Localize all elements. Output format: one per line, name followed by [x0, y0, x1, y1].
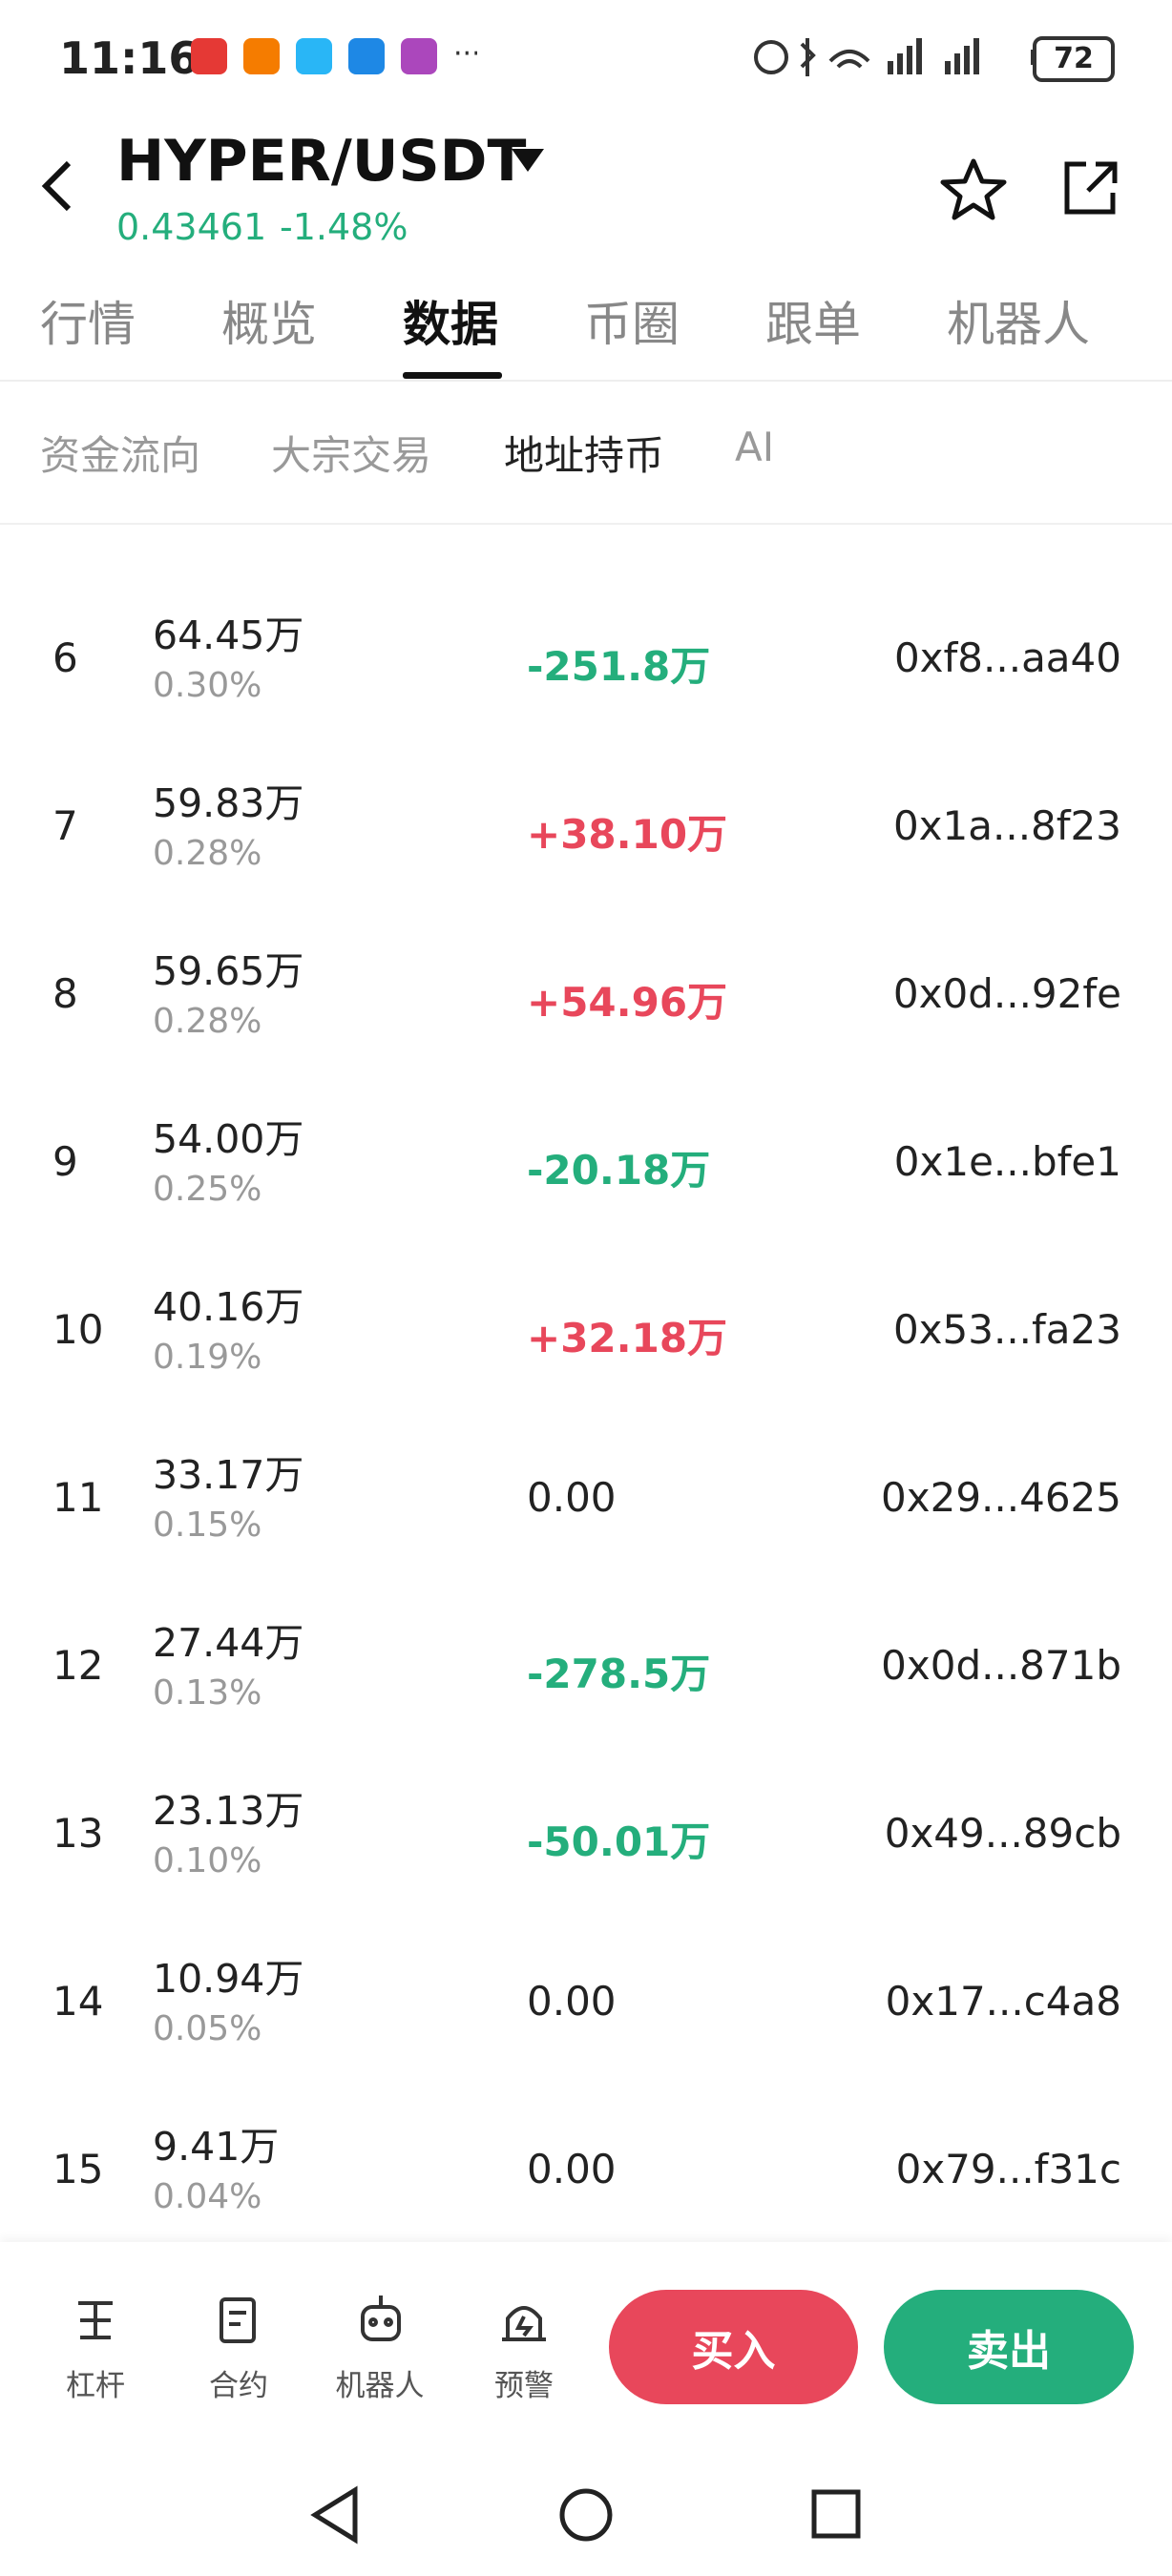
tab[interactable]: 机器人 — [947, 297, 1090, 352]
back-button[interactable] — [38, 157, 76, 215]
tab[interactable]: 概览 — [221, 297, 317, 352]
svg-text:···: ··· — [453, 37, 477, 71]
tab[interactable]: 币圈 — [584, 297, 680, 352]
tab[interactable]: 行情 — [40, 297, 136, 352]
address[interactable]: 0x49...89cb — [884, 1810, 1121, 1857]
percentage: 0.05% — [153, 2009, 262, 2048]
rank: 13 — [52, 1810, 104, 1857]
percentage: 0.30% — [153, 666, 262, 705]
change: 0.00 — [527, 1978, 617, 2025]
share-button[interactable] — [1059, 158, 1120, 219]
amount: 59.65万 — [153, 948, 304, 994]
subtab[interactable]: 资金流向 — [40, 432, 201, 479]
system-nav — [310, 2485, 861, 2545]
percentage: 0.15% — [153, 1506, 262, 1545]
amount: 40.16万 — [153, 1284, 304, 1330]
address[interactable]: 0x0d...92fe — [892, 970, 1121, 1017]
amount: 33.17万 — [153, 1452, 304, 1498]
address[interactable]: 0x17...c4a8 — [885, 1978, 1121, 2025]
change: -20.18万 — [527, 1147, 711, 1194]
percentage: 0.13% — [153, 1673, 262, 1713]
pair-title[interactable]: HYPER/USDT — [116, 128, 527, 195]
percentage: 0.10% — [153, 1841, 262, 1880]
sell-button[interactable]: 卖出 — [884, 2290, 1134, 2404]
change: -50.01万 — [527, 1818, 711, 1865]
address[interactable]: 0x1a...8f23 — [892, 802, 1121, 849]
status-icons: ··· — [191, 37, 477, 74]
nav-icons — [78, 2296, 546, 2343]
rank: 12 — [52, 1642, 104, 1689]
system-icons — [754, 38, 1036, 76]
divider — [0, 523, 1172, 525]
address[interactable]: 0x79...f31c — [895, 2146, 1121, 2192]
price-change: -1.48% — [280, 206, 408, 248]
amount: 54.00万 — [153, 1116, 304, 1162]
subtab[interactable]: AI — [735, 424, 775, 470]
rank: 8 — [52, 970, 78, 1017]
amount: 59.83万 — [153, 780, 304, 826]
address[interactable]: 0x0d...871b — [881, 1642, 1121, 1689]
amount: 9.41万 — [153, 2124, 280, 2170]
change: +38.10万 — [527, 811, 728, 858]
favorite-button[interactable] — [940, 157, 1007, 220]
rank: 15 — [52, 2146, 104, 2192]
change: 0.00 — [527, 2146, 617, 2192]
status-time: 11:16 — [59, 32, 199, 84]
nav-item[interactable]: 预警 — [494, 2369, 554, 2403]
amount: 64.45万 — [153, 613, 304, 658]
amount: 23.13万 — [153, 1788, 304, 1834]
amount: 27.44万 — [153, 1620, 304, 1666]
subtab[interactable]: 地址持币 — [504, 432, 665, 479]
rank: 9 — [52, 1138, 78, 1185]
nav-item[interactable]: 机器人 — [335, 2369, 425, 2403]
rank: 6 — [52, 634, 78, 681]
rank: 14 — [52, 1978, 104, 2025]
percentage: 0.28% — [153, 1002, 262, 1041]
percentage: 0.28% — [153, 834, 262, 873]
change: -251.8万 — [527, 643, 711, 690]
change: -278.5万 — [527, 1651, 711, 1697]
battery: 72 — [1033, 36, 1115, 82]
rank: 7 — [52, 802, 78, 849]
tab[interactable]: 数据 — [403, 297, 498, 352]
address[interactable]: 0x1e...bfe1 — [893, 1138, 1121, 1185]
address[interactable]: 0x53...fa23 — [892, 1306, 1121, 1353]
address[interactable]: 0xf8...aa40 — [893, 634, 1121, 681]
buy-button[interactable]: 买入 — [609, 2290, 858, 2404]
pair-dropdown[interactable] — [512, 149, 544, 174]
change: +32.18万 — [527, 1315, 728, 1361]
change: 0.00 — [527, 1474, 617, 1521]
price: 0.43461 — [116, 206, 267, 248]
change: +54.96万 — [527, 979, 728, 1026]
percentage: 0.04% — [153, 2177, 262, 2216]
tab[interactable]: 跟单 — [765, 297, 861, 352]
amount: 10.94万 — [153, 1956, 304, 2002]
holder-list: 6 64.45万 0.30% -251.8万 0xf8...aa40 7 59.83万 0.2… — [0, 525, 1172, 2242]
rank: 11 — [52, 1474, 104, 1521]
nav-item[interactable]: 杠杆 — [66, 2369, 125, 2403]
address[interactable]: 0x29...4625 — [881, 1474, 1121, 1521]
percentage: 0.25% — [153, 1170, 262, 1209]
percentage: 0.19% — [153, 1338, 262, 1377]
tab-indicator — [403, 372, 502, 379]
divider — [0, 380, 1172, 382]
subtab[interactable]: 大宗交易 — [271, 432, 432, 479]
rank: 10 — [52, 1306, 104, 1353]
nav-item[interactable]: 合约 — [209, 2369, 268, 2403]
